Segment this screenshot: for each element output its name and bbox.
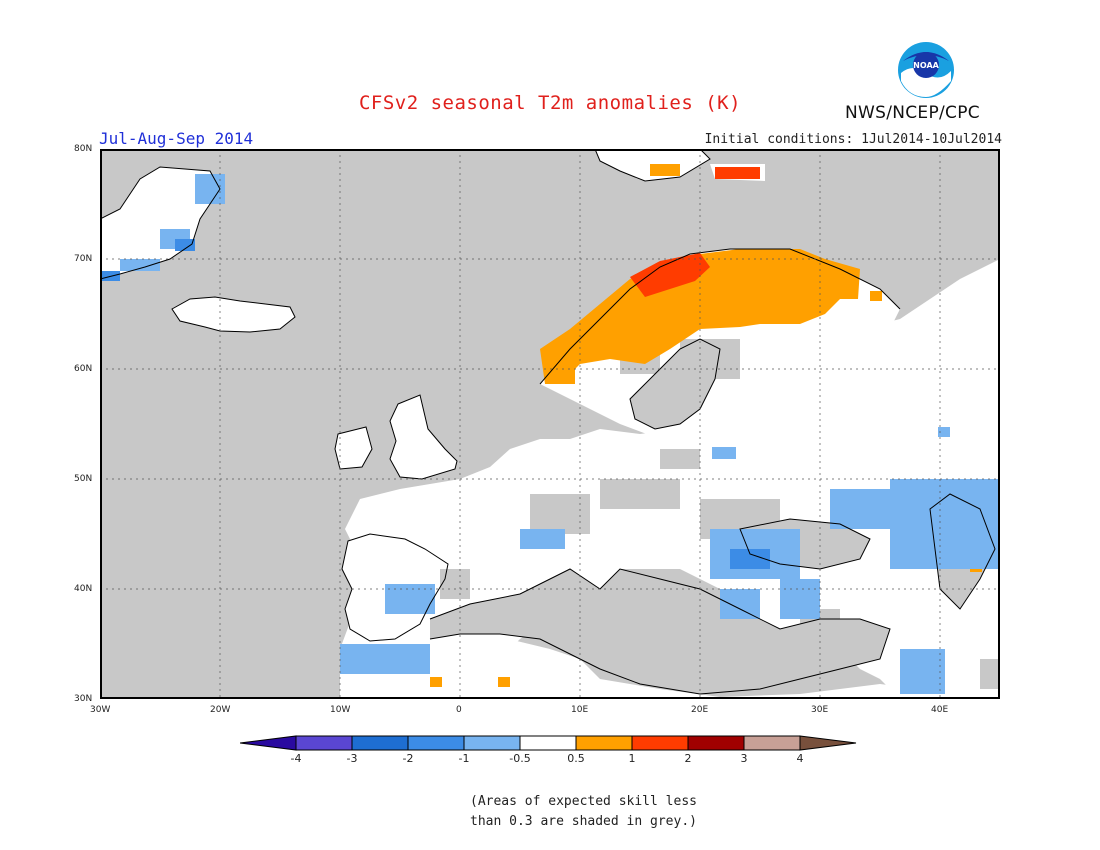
iberia-warm-cell [430, 677, 442, 687]
baltic-sea [630, 339, 720, 429]
scandinavia-warm [540, 249, 860, 384]
colorbar-segment [743, 735, 801, 751]
colorbar-segment [687, 735, 745, 751]
iceland-land [172, 297, 295, 332]
colorbar-segment [463, 735, 521, 751]
svalbard-warm [650, 164, 680, 176]
colorbar-label: 4 [796, 752, 804, 765]
lon-label-20w: 20W [210, 705, 231, 715]
turkey-cold [780, 579, 820, 619]
colorbar-segment [519, 735, 577, 751]
russia-cold [938, 427, 950, 437]
hot-anomaly-cells [630, 167, 760, 297]
colorbar-segment [295, 735, 353, 751]
colorbar-label: 3 [740, 752, 748, 765]
lon-label-10w: 10W [330, 705, 351, 715]
noaa-logo: NOAA [898, 42, 954, 98]
skill-note-line2: than 0.3 are shaded in grey.) [470, 814, 697, 829]
ukraine-cold [830, 489, 890, 529]
caspian-cold [890, 479, 1000, 569]
ireland-land [335, 427, 372, 469]
colorbar-segment [351, 735, 409, 751]
lat-label-80n: 80N [74, 144, 93, 154]
italy-cold [520, 529, 565, 549]
anomaly-map [100, 149, 1000, 699]
graticule [100, 149, 1000, 699]
logo-text: NOAA [913, 61, 939, 70]
colorbar-arrow-left [240, 735, 297, 751]
cold-anomaly-cells [120, 174, 1000, 694]
greece-cold [720, 589, 760, 619]
lat-label-30n: 30N [74, 694, 93, 704]
colorbar-arrow-right [799, 735, 857, 751]
colorbar-label: 1 [628, 752, 636, 765]
agency-label: NWS/NCEP/CPC [845, 103, 980, 123]
lon-label-40e: 40E [931, 705, 949, 715]
lat-label-40n: 40N [74, 584, 93, 594]
colorbar [240, 735, 857, 751]
africa-warm-cell [498, 677, 510, 687]
mediterranean-sea [430, 569, 890, 694]
initial-conditions: Initial conditions: 1Jul2014-10Jul2014 [704, 132, 1002, 147]
colorbar-label: -2 [402, 752, 414, 765]
skill-note: (Areas of expected skill less than 0.3 a… [470, 792, 730, 832]
colorbar-label: 0.5 [567, 752, 585, 765]
lat-label-60n: 60N [74, 364, 93, 374]
balkan-cold-mid [730, 549, 770, 569]
map-title: CFSv2 seasonal T2m anomalies (K) [358, 92, 742, 114]
colorbar-label: -3 [346, 752, 358, 765]
spain-cold [385, 584, 435, 614]
colorbar-segment [407, 735, 465, 751]
forecast-period: Jul-Aug-Sep 2014 [99, 129, 254, 148]
scandinavia-warm-south [545, 364, 575, 384]
colorbar-segment [631, 735, 689, 751]
map-frame [100, 149, 1000, 699]
lat-label-70n: 70N [74, 254, 93, 264]
finland-warm-cell [870, 291, 882, 301]
colorbar-label: -4 [290, 752, 302, 765]
greenland-cold-mid [175, 239, 195, 251]
poland-cold [712, 447, 736, 459]
lat-label-50n: 50N [74, 474, 93, 484]
colorbar-label: -1 [458, 752, 470, 765]
norway-hot [630, 253, 710, 297]
colorbar-label: 2 [684, 752, 692, 765]
lon-label-30e: 30E [811, 705, 829, 715]
morocco-cold [340, 644, 430, 674]
greenland-cold-3 [120, 259, 160, 271]
lon-label-0: 0 [456, 705, 462, 715]
greenland-land [100, 167, 220, 279]
colorbar-segment [575, 735, 633, 751]
lon-label-10e: 10E [571, 705, 589, 715]
skill-note-line1: (Areas of expected skill less [470, 794, 697, 809]
colorbar-label: -0.5 [509, 752, 531, 765]
lon-label-30w: 30W [90, 705, 111, 715]
lon-label-20e: 20E [691, 705, 709, 715]
coastlines [100, 149, 996, 695]
britain-land [390, 395, 457, 479]
levant-cold [900, 649, 945, 694]
svalbard-hot [715, 167, 760, 179]
